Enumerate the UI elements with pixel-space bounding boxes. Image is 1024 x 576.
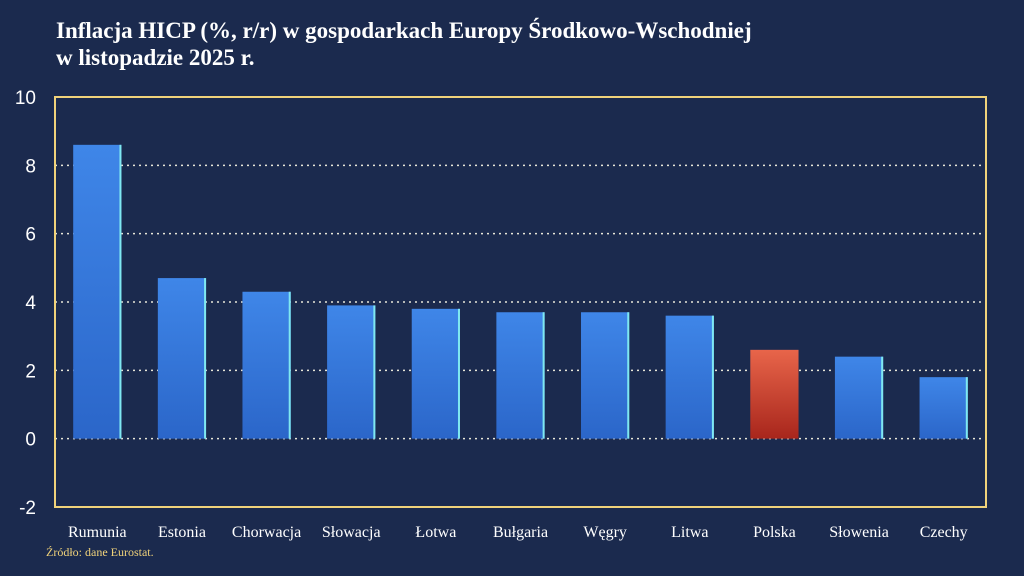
bar-edge [119, 144, 122, 439]
x-tick-label: Węgry [583, 524, 627, 541]
y-tick-label: 4 [25, 293, 36, 314]
chart-title-line-2: w listopadzie 2025 r. [56, 45, 255, 70]
bar-edge [373, 305, 376, 439]
bar-edge [965, 377, 968, 439]
plot-frame [54, 96, 987, 508]
bar-5 [496, 312, 545, 439]
bar-body [665, 315, 714, 439]
chart-title-line-1: Inflacja HICP (%, r/r) w gospodarkach Eu… [56, 18, 752, 43]
x-tick-label: Chorwacja [232, 524, 301, 541]
x-tick-label: Słowacja [322, 524, 381, 541]
y-axis-ticks: -2 0 2 4 6 8 10 [15, 88, 37, 519]
y-tick-label: 2 [25, 361, 36, 382]
x-tick-label: Polska [753, 524, 796, 541]
x-tick-label: Litwa [671, 524, 708, 541]
bar-6 [581, 312, 630, 439]
bar-body [834, 356, 884, 439]
bar-2 [242, 291, 291, 439]
x-tick-label: Rumunia [68, 524, 127, 541]
x-axis-labels: Rumunia Estonia Chorwacja Słowacja Łotwa Bułg… [68, 524, 968, 541]
bar-edge [542, 312, 545, 439]
source-note: Źródło: dane Eurostat. [46, 545, 154, 559]
bar-edge [457, 308, 460, 439]
bar-body [242, 291, 291, 439]
bars [73, 144, 968, 439]
y-tick-label: -2 [19, 498, 36, 519]
y-tick-label: 6 [25, 225, 36, 246]
bar-body [73, 144, 122, 439]
bar-edge [881, 356, 884, 439]
x-tick-label: Łotwa [415, 524, 456, 541]
bar-0 [73, 144, 122, 439]
bar-body [750, 349, 799, 439]
x-tick-label: Słowenia [829, 524, 889, 541]
grid-lines [55, 164, 986, 440]
x-tick-label: Bułgaria [493, 524, 548, 541]
bar-edge [711, 315, 714, 439]
bar-3 [327, 305, 376, 439]
bar-edge [288, 291, 291, 439]
bar-4 [411, 308, 460, 439]
bar-body [919, 377, 968, 439]
bar-edge [627, 312, 630, 439]
bar-8 [750, 349, 799, 439]
x-tick-label: Estonia [158, 524, 206, 541]
bar-10 [919, 377, 968, 439]
y-tick-label: 8 [25, 156, 36, 177]
bar-body [411, 308, 460, 439]
bar-body [581, 312, 630, 439]
y-tick-label: 0 [25, 430, 36, 451]
bar-9 [834, 356, 884, 439]
bar-body [496, 312, 545, 439]
bar-1 [157, 278, 207, 439]
bar-edge [204, 278, 207, 439]
bar-body [157, 278, 207, 439]
y-tick-label: 10 [15, 88, 36, 109]
bar-7 [665, 315, 714, 439]
x-tick-label: Czechy [920, 524, 968, 541]
bar-body [327, 305, 376, 439]
